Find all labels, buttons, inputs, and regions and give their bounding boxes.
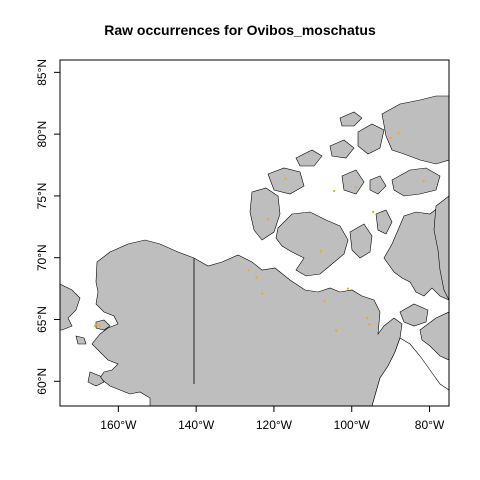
occurrence-point [95, 323, 99, 326]
occurrence-point [323, 299, 326, 303]
y-tick-label: 70°N [35, 244, 49, 271]
occurrence-point [267, 218, 270, 221]
occurrence-point [255, 276, 258, 279]
victoria-island [275, 211, 349, 277]
alaska-peninsula [87, 371, 105, 387]
longitude-axis: 160°W 140°W 120°W 100°W 80°W [100, 406, 445, 432]
somerset-island [375, 209, 393, 235]
nunivak-island [95, 319, 111, 331]
occurrence-point [333, 189, 336, 193]
occurrence-point [354, 186, 357, 189]
occurrence-point [346, 287, 349, 290]
amund-ringnes-island [329, 139, 355, 159]
occurrence-point [247, 268, 250, 272]
occurrence-point [335, 329, 338, 332]
prince-of-wales-island [349, 223, 373, 259]
bathurst-island [341, 169, 365, 195]
seward-peninsula [60, 283, 81, 331]
occurrence-point [372, 210, 375, 214]
greenland-edge [433, 195, 449, 301]
occurrence-points [93, 131, 425, 332]
x-tick-label: 100°W [334, 418, 371, 432]
plot-frame [59, 59, 450, 407]
banks-island [249, 187, 281, 241]
occurrence-point [93, 324, 97, 327]
y-tick-label: 75°N [35, 183, 49, 210]
y-tick-label: 65°N [35, 306, 49, 333]
axel-heiberg-island [357, 123, 385, 155]
baffin-island [383, 203, 449, 301]
occurrence-point [366, 317, 369, 320]
occurrence-point [422, 180, 425, 183]
occurrence-point [319, 250, 322, 253]
occurrence-point [397, 131, 400, 135]
hudson-bay [371, 337, 449, 406]
x-tick-label: 80°W [415, 418, 445, 432]
x-tick-label: 120°W [256, 418, 293, 432]
southampton-island [399, 303, 429, 327]
cornwallis-island [369, 175, 387, 195]
melville-island [267, 167, 305, 195]
latitude-axis: 60°N 65°N 70°N 75°N 80°N 85°N [35, 59, 60, 395]
map-plot-area [60, 95, 449, 406]
ellesmere-north-tip [339, 111, 363, 127]
bering-island [75, 335, 87, 345]
x-tick-label: 160°W [100, 418, 137, 432]
prince-patrick-island [295, 149, 323, 167]
mainland-landmass [91, 239, 403, 406]
y-tick-label: 60°N [35, 368, 49, 395]
y-tick-label: 85°N [35, 59, 49, 86]
y-tick-label: 80°N [35, 121, 49, 148]
occurrence-point [98, 324, 101, 327]
map-title: Raw occurrences for Ovibos_moschatus [104, 22, 376, 38]
baffin-south [419, 311, 449, 361]
x-tick-label: 140°W [178, 418, 215, 432]
devon-island [391, 167, 441, 197]
occurrence-point [368, 323, 371, 326]
ellesmere-island [381, 95, 449, 165]
occurrence-point [389, 136, 392, 139]
occurrence-point [261, 292, 264, 295]
occurrence-point [284, 177, 287, 180]
